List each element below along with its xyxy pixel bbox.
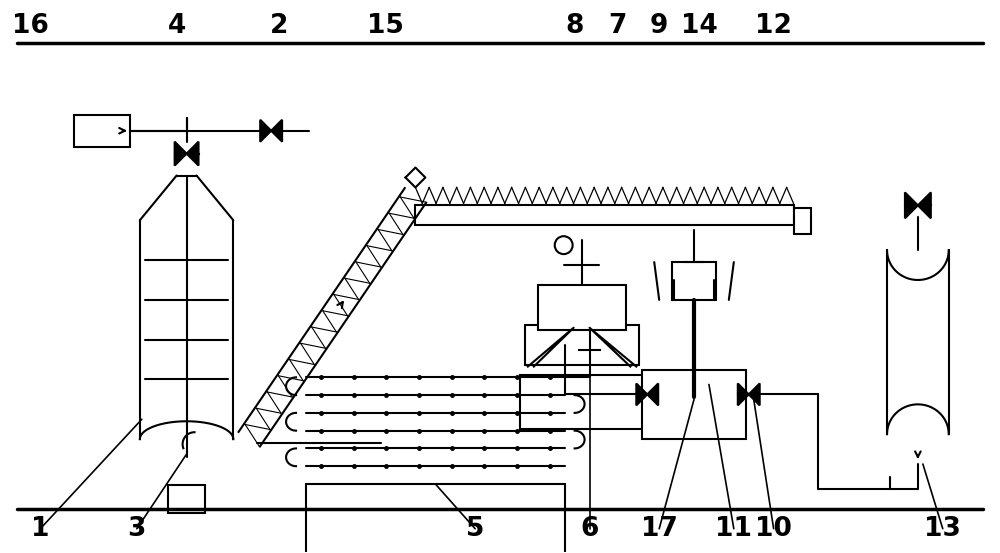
Polygon shape	[918, 192, 931, 218]
Ellipse shape	[642, 378, 746, 400]
Text: 7: 7	[608, 13, 627, 39]
Polygon shape	[636, 383, 647, 405]
Text: 13: 13	[924, 516, 961, 542]
Text: 4: 4	[168, 13, 186, 39]
Bar	[520, 374, 644, 429]
Text: 10: 10	[755, 516, 792, 542]
Polygon shape	[905, 192, 918, 218]
Text: 17: 17	[641, 516, 678, 542]
Text: 15: 15	[367, 13, 404, 39]
Polygon shape	[738, 383, 749, 405]
Bar	[306, 484, 565, 553]
Bar	[794, 208, 811, 234]
Text: 3: 3	[128, 516, 146, 542]
Circle shape	[555, 236, 573, 254]
Text: 2: 2	[270, 13, 288, 39]
Text: 9: 9	[650, 13, 668, 39]
Polygon shape	[187, 142, 199, 165]
Bar	[642, 369, 746, 439]
Polygon shape	[175, 142, 187, 165]
Bar	[538, 285, 626, 330]
Text: 11: 11	[715, 516, 752, 542]
Bar	[74, 115, 130, 147]
Text: 14: 14	[681, 13, 717, 39]
Bar	[415, 205, 794, 225]
Polygon shape	[271, 120, 282, 142]
Polygon shape	[749, 383, 760, 405]
Text: 16: 16	[12, 13, 49, 39]
Polygon shape	[590, 338, 600, 361]
Polygon shape	[647, 383, 658, 405]
Bar	[672, 262, 716, 300]
Text: 5: 5	[466, 516, 484, 542]
Text: 8: 8	[565, 13, 584, 39]
Polygon shape	[260, 120, 271, 142]
Text: 12: 12	[755, 13, 792, 39]
Text: 6: 6	[580, 516, 599, 542]
Bar	[168, 485, 205, 513]
Bar	[525, 325, 639, 364]
Text: 1: 1	[31, 516, 50, 542]
Polygon shape	[579, 338, 590, 361]
